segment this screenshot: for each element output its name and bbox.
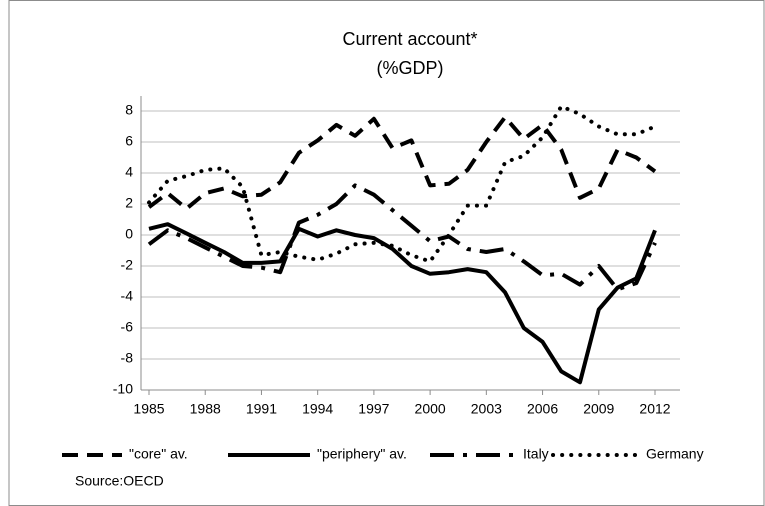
x-tick-label: 2003	[471, 401, 502, 417]
y-tick-label: 8	[125, 102, 133, 118]
legend-label: "core" av.	[129, 446, 188, 462]
series-line	[147, 183, 657, 292]
x-tick-label: 1997	[358, 401, 389, 417]
y-tick-label: 2	[125, 195, 133, 211]
series-line	[148, 222, 657, 385]
x-tick-label: 1988	[190, 401, 221, 417]
chart-title: Current account*	[342, 29, 477, 49]
y-tick-label: 6	[125, 133, 133, 149]
x-tick-label: 2006	[527, 401, 558, 417]
x-tick-label: 2009	[583, 401, 614, 417]
y-tick-label: -6	[121, 319, 134, 335]
y-tick-label: -8	[121, 350, 134, 366]
x-tick-label: 1991	[246, 401, 277, 417]
y-tick-label: 4	[125, 164, 133, 180]
x-tick-label: 2012	[639, 401, 670, 417]
legend-label: Italy	[523, 446, 549, 462]
legend-label: "periphery" av.	[317, 446, 407, 462]
legend-label: Germany	[646, 446, 704, 462]
chart-subtitle: (%GDP)	[377, 58, 444, 78]
x-tick-label: 2000	[415, 401, 446, 417]
y-tick-label: -4	[121, 288, 134, 304]
y-tick-label: -10	[113, 381, 133, 397]
x-tick-label: 1994	[302, 401, 333, 417]
y-tick-label: 0	[125, 226, 133, 242]
series-line	[147, 115, 657, 211]
series-line	[147, 104, 657, 264]
x-tick-label: 1985	[133, 401, 164, 417]
y-tick-label: -2	[121, 257, 134, 273]
chart-frame	[8, 0, 765, 506]
source-note: Source:OECD	[75, 473, 164, 489]
